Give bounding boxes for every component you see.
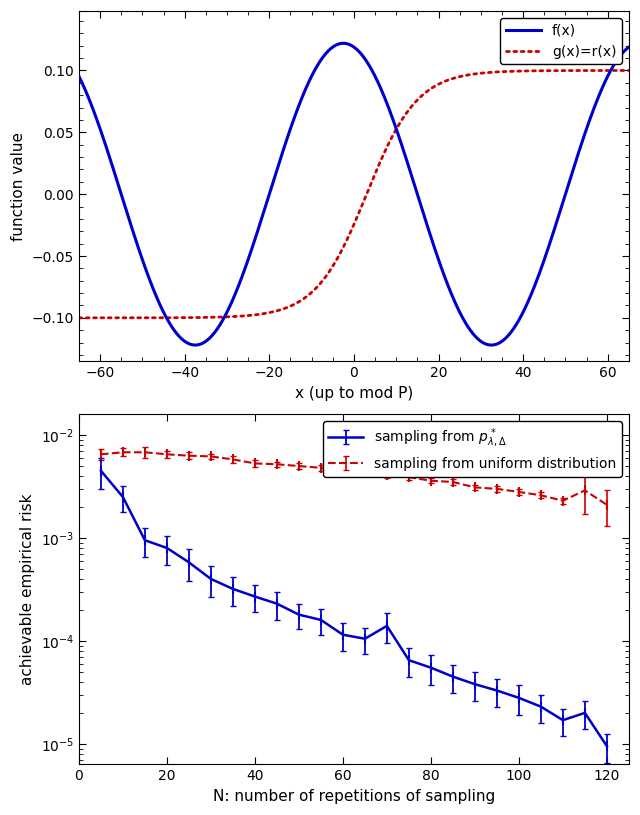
f(x) (488, 340, 495, 350)
X-axis label: N: number of repetitions of sampling: N: number of repetitions of sampling (212, 789, 495, 804)
g(x)=r(x) (286, 302, 294, 311)
g(x)=r(x) (614, 65, 622, 75)
g(x)=r(x) (138, 313, 145, 323)
g(x)=r(x) (625, 65, 633, 75)
g(x)=r(x) (75, 313, 83, 323)
Y-axis label: achievable empirical risk: achievable empirical risk (20, 494, 35, 685)
f(x) (286, 126, 294, 135)
Y-axis label: function value: function value (11, 132, 26, 240)
f(x) (138, 253, 145, 262)
f(x) (75, 71, 83, 81)
f(x) (625, 42, 633, 52)
g(x)=r(x) (555, 66, 563, 76)
Legend: sampling from $p^*_{\lambda,\Delta}$, sampling from uniform distribution: sampling from $p^*_{\lambda,\Delta}$, sa… (323, 421, 622, 477)
Line: f(x): f(x) (79, 43, 629, 345)
f(x) (310, 68, 317, 77)
g(x)=r(x) (170, 313, 178, 323)
Line: g(x)=r(x): g(x)=r(x) (79, 70, 629, 318)
f(x) (170, 325, 178, 335)
f(x) (339, 38, 347, 48)
g(x)=r(x) (310, 285, 317, 295)
f(x) (614, 53, 622, 63)
Legend: f(x), g(x)=r(x): f(x), g(x)=r(x) (500, 18, 622, 64)
X-axis label: x (up to mod P): x (up to mod P) (295, 385, 413, 400)
f(x) (556, 209, 563, 219)
